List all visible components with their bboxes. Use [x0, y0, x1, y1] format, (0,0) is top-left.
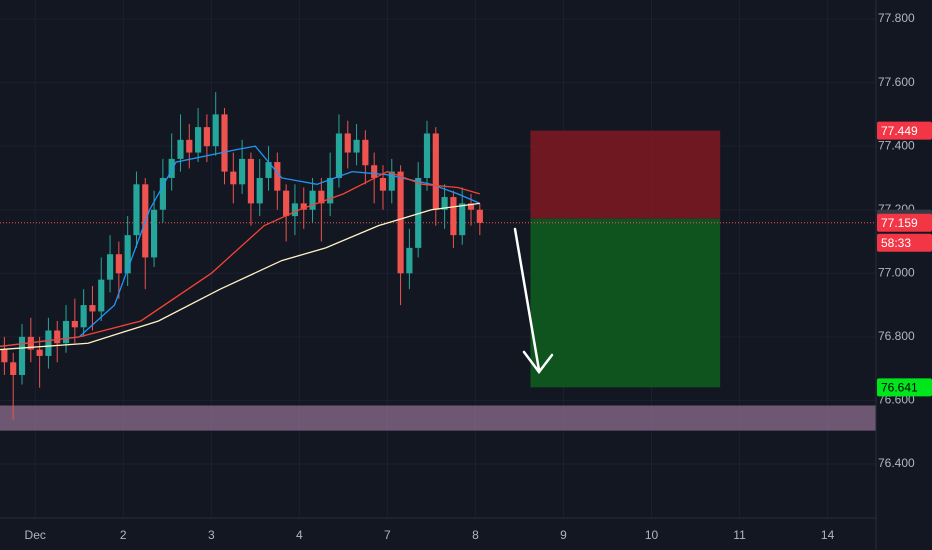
candle-body — [239, 158, 246, 185]
candle-body — [476, 209, 483, 223]
candle-body — [344, 133, 351, 153]
candle-body — [362, 139, 369, 166]
candle-body — [1, 349, 8, 363]
candle-body — [388, 171, 395, 191]
price-tag: 77.449 — [881, 124, 918, 138]
price-tag-bg — [877, 213, 932, 232]
candle-body — [300, 203, 307, 210]
candle-body — [450, 197, 457, 236]
x-tick-label: 3 — [208, 528, 215, 542]
candle-body — [203, 127, 210, 147]
candle-body — [230, 171, 237, 185]
price-tag: 58:33 — [881, 236, 911, 250]
x-tick-label: 8 — [472, 528, 479, 542]
x-tick-label: Dec — [25, 528, 46, 542]
moving-average — [0, 202, 480, 351]
candle-body — [98, 279, 105, 312]
moving-average — [0, 170, 480, 348]
candle-body — [353, 139, 360, 153]
candle-body — [406, 247, 413, 274]
candle-body — [415, 177, 422, 248]
candle-body — [379, 177, 387, 191]
price-tag-bg — [877, 378, 932, 397]
y-tick-label: 76.400 — [878, 456, 915, 470]
candle-body — [274, 162, 281, 191]
candle-body — [45, 330, 52, 356]
candle-body — [54, 330, 61, 344]
candle-body — [467, 203, 475, 210]
candle-body — [177, 139, 184, 159]
x-tick-label: 11 — [733, 528, 746, 542]
candle-body — [133, 184, 140, 236]
candle-body — [62, 320, 70, 344]
y-tick-label: 77.600 — [878, 75, 915, 89]
y-tick-label: 77.000 — [878, 265, 915, 279]
candle-body — [159, 177, 166, 210]
target-zone — [530, 218, 721, 388]
candle-body — [459, 203, 466, 236]
candle-body — [168, 158, 175, 178]
x-tick-label: 10 — [645, 528, 659, 542]
support-zone — [0, 405, 876, 431]
price-tag-bg — [877, 233, 932, 252]
x-tick-label: 7 — [384, 528, 391, 542]
candle-body — [247, 158, 254, 204]
candle-body — [441, 197, 448, 210]
candle-body — [423, 133, 431, 178]
price-tag: 76.641 — [881, 381, 918, 395]
candle-body — [397, 171, 404, 274]
candle-body — [10, 362, 17, 375]
axes: 76.40076.60076.80077.00077.20077.40077.6… — [25, 11, 932, 542]
candle-body — [89, 305, 96, 312]
candle-body — [150, 209, 158, 258]
candle-body — [80, 305, 87, 328]
candle-body — [283, 190, 290, 217]
candle-body — [291, 203, 299, 217]
candle-body — [124, 235, 131, 274]
price-tag-bg — [877, 121, 932, 140]
candle-body — [36, 349, 43, 356]
candle-body — [186, 139, 193, 153]
candle-body — [212, 114, 219, 147]
candle-body — [265, 162, 272, 178]
moving-average — [0, 145, 481, 348]
price-tag: 77.159 — [881, 216, 918, 230]
candle-body — [327, 177, 334, 204]
candle-body — [309, 190, 316, 210]
stop-zone — [530, 130, 721, 219]
y-tick-label: 77.400 — [878, 138, 915, 152]
x-tick-label: 14 — [821, 528, 835, 542]
y-tick-label: 76.800 — [878, 329, 915, 343]
candle-body — [71, 320, 78, 328]
candle-body — [115, 254, 122, 274]
candle-body — [432, 133, 439, 210]
x-tick-label: 4 — [296, 528, 303, 542]
candle-body — [195, 127, 202, 153]
candle-body — [335, 133, 343, 178]
x-tick-label: 9 — [560, 528, 567, 542]
candle-body — [371, 165, 378, 178]
plot — [0, 0, 876, 518]
candle-body — [221, 114, 228, 172]
candle-body — [318, 190, 325, 204]
candle-body — [256, 177, 263, 204]
arrow — [513, 227, 554, 375]
candle-body — [106, 254, 114, 280]
x-tick-label: 2 — [120, 528, 127, 542]
y-tick-label: 77.800 — [878, 11, 915, 25]
candle-body — [18, 336, 26, 375]
